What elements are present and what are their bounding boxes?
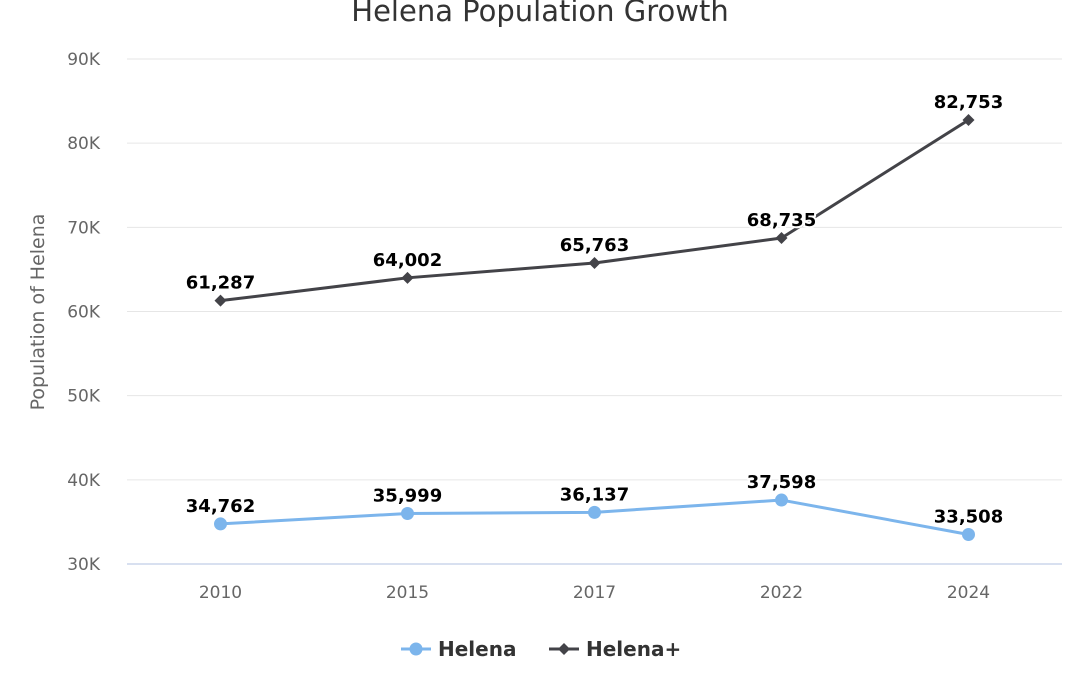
x-tick-label: 2022 — [760, 583, 803, 603]
gridlines — [127, 58, 1062, 565]
data-point[interactable] — [214, 517, 227, 531]
data-point[interactable] — [962, 113, 975, 126]
data-point[interactable] — [401, 271, 414, 284]
data-label: 36,137 — [560, 484, 629, 505]
data-point[interactable] — [962, 527, 975, 541]
y-tick-label: 40K — [67, 471, 101, 491]
data-point[interactable] — [588, 256, 601, 269]
data-point[interactable] — [775, 231, 788, 244]
data-label: 34,762 — [186, 496, 255, 517]
legend-label: Helena+ — [586, 637, 681, 661]
y-axis-ticks: 30K 40K 50K 60K 70K 80K 90K — [67, 50, 101, 575]
data-label: 35,999 — [373, 486, 442, 507]
data-label: 64,002 — [373, 250, 442, 271]
y-tick-label: 90K — [67, 50, 101, 70]
x-tick-label: 2010 — [199, 583, 242, 603]
y-tick-label: 30K — [67, 555, 101, 575]
data-label: 82,753 — [934, 92, 1003, 113]
data-label: 33,508 — [934, 506, 1003, 527]
legend-item[interactable]: Helena — [401, 637, 516, 661]
data-point[interactable] — [214, 294, 227, 307]
x-axis-ticks: 2010 2015 2017 2022 2024 — [199, 583, 990, 603]
legend-marker — [409, 642, 423, 656]
y-tick-label: 60K — [67, 303, 101, 323]
legend-marker — [558, 643, 570, 655]
legend-item[interactable]: Helena+ — [549, 637, 681, 661]
data-label: 65,763 — [560, 235, 629, 256]
data-point[interactable] — [775, 493, 788, 507]
y-axis-title: Population of Helena — [27, 214, 49, 411]
y-tick-label: 70K — [67, 218, 101, 238]
x-tick-label: 2024 — [947, 583, 990, 603]
series-layer — [214, 113, 975, 541]
series-line — [219, 118, 970, 303]
data-point[interactable] — [401, 507, 414, 521]
chart-title: Helena Population Growth — [351, 0, 728, 28]
y-tick-label: 80K — [67, 134, 101, 154]
data-label: 37,598 — [747, 472, 816, 493]
y-tick-label: 50K — [67, 387, 101, 407]
x-tick-label: 2015 — [386, 583, 429, 603]
x-tick-label: 2017 — [573, 583, 616, 603]
data-labels: 34,762 35,999 36,137 37,598 33,508 61,287 64,0… — [184, 90, 1005, 529]
legend[interactable]: Helena Helena+ — [401, 637, 681, 661]
data-label: 61,287 — [186, 273, 255, 294]
data-point[interactable] — [588, 505, 601, 519]
legend-label: Helena — [438, 637, 516, 661]
data-label: 68,735 — [747, 210, 816, 231]
